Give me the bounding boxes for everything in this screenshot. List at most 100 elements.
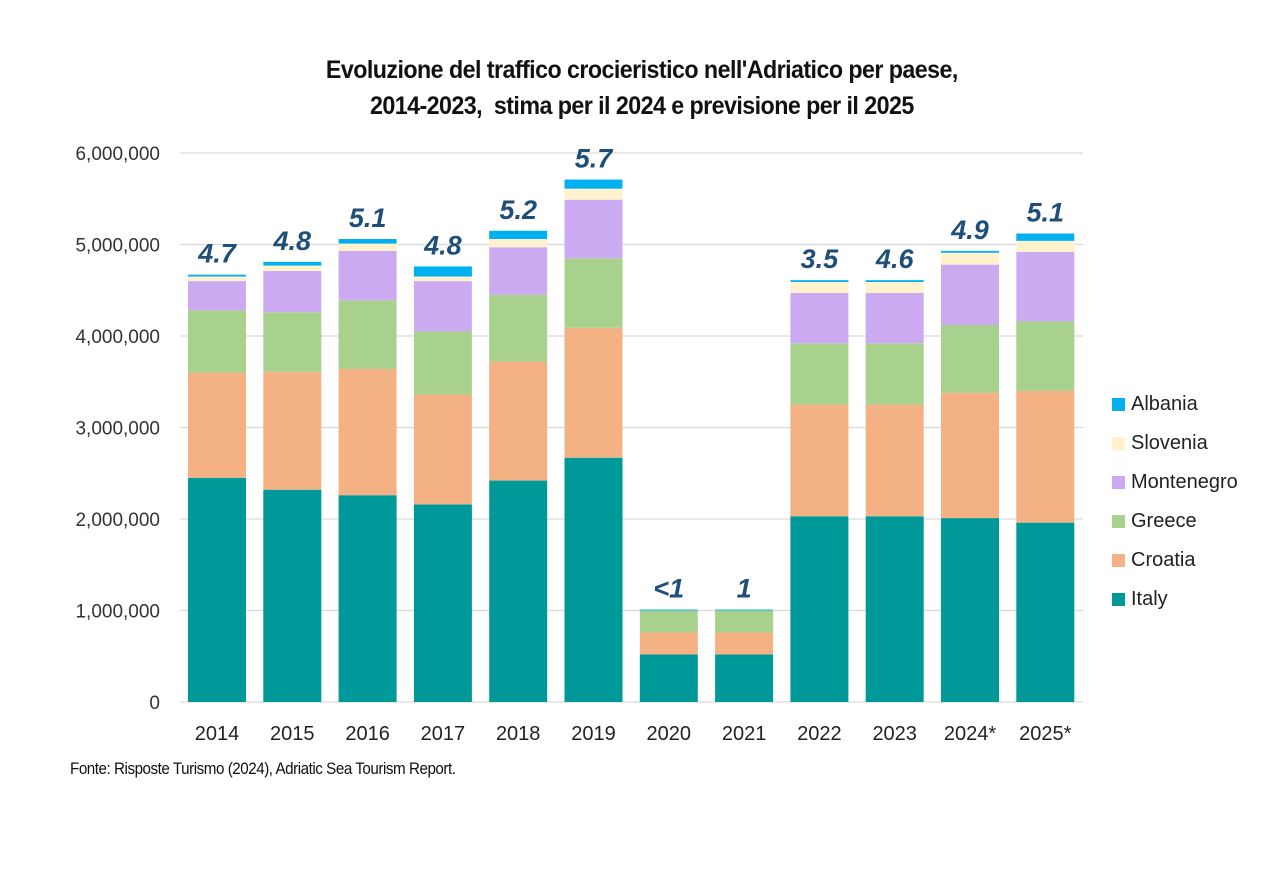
bar-stack-2019: [564, 179, 623, 702]
bar-segment-greece: [188, 310, 246, 373]
bar-segment-albania: [1016, 233, 1075, 241]
y-tick-label: 4,000,000: [75, 327, 160, 348]
bar-stack-2016: [338, 239, 397, 702]
bar-segment-italy: [865, 516, 924, 702]
x-tick-label: 2014: [195, 723, 240, 745]
bar-segment-croatia: [639, 632, 698, 655]
bar-segment-greece: [715, 610, 774, 633]
x-tick-label: 2021: [722, 723, 767, 745]
bar-segment-montenegro: [413, 281, 472, 332]
x-tick-label: 2022: [797, 723, 842, 745]
bar-stack-2024: [941, 250, 999, 702]
legend-label: Slovenia: [1131, 432, 1208, 454]
bar-segment-italy: [263, 489, 322, 702]
total-label: 4.8: [423, 230, 462, 260]
bar-stack-2021: [715, 609, 774, 702]
bar-stack-2017: [413, 266, 472, 702]
bar-segment-montenegro: [1016, 251, 1075, 322]
legend-item-greece: Greece: [1112, 502, 1238, 541]
bar-segment-slovenia: [564, 188, 623, 200]
bar-segment-slovenia: [338, 243, 397, 251]
total-label: 4.8: [273, 226, 312, 256]
chart-title: Evoluzione del traffico crocieristico ne…: [45, 52, 1239, 124]
bar-segment-albania: [263, 261, 322, 266]
legend-label: Albania: [1131, 393, 1198, 415]
bar-segment-italy: [1016, 522, 1075, 702]
bar-segment-italy: [715, 654, 774, 702]
x-tick-label: 2023: [872, 723, 917, 745]
bar-segment-albania: [413, 266, 472, 277]
total-label: 5.2: [499, 195, 537, 225]
bar-segment-greece: [489, 294, 548, 362]
bar-segment-montenegro: [188, 281, 246, 311]
bar-segment-croatia: [715, 632, 774, 655]
bar-segment-italy: [188, 477, 246, 702]
total-label: 4.6: [875, 244, 915, 274]
bar-segment-croatia: [790, 404, 849, 517]
legend-swatch: [1112, 398, 1125, 411]
x-tick-label: 2025*: [1019, 723, 1071, 745]
legend-swatch: [1112, 515, 1125, 528]
total-label: 1: [737, 574, 752, 604]
legend-item-croatia: Croatia: [1112, 541, 1238, 580]
x-tick-label: 2015: [270, 723, 315, 745]
bar-segment-montenegro: [263, 271, 322, 313]
bar-stack-2023: [865, 280, 924, 702]
x-tick-label: 2018: [496, 723, 541, 745]
bar-segment-greece: [865, 343, 924, 405]
legend: Albania Slovenia Montenegro Greece Croatia It…: [1112, 385, 1238, 619]
y-tick-label: 5,000,000: [75, 236, 160, 257]
bar-segment-greece: [263, 312, 322, 372]
bar-segment-italy: [941, 518, 999, 702]
y-tick-label: 2,000,000: [75, 510, 160, 531]
bar-segment-slovenia: [489, 239, 548, 248]
bar-segment-croatia: [413, 394, 472, 505]
bar-segment-greece: [790, 343, 849, 405]
source-note: Fonte: Risposte Turismo (2024), Adriatic…: [70, 760, 456, 778]
total-label: 5.1: [1027, 198, 1065, 228]
bar-segment-slovenia: [1016, 240, 1075, 252]
bar-segment-albania: [564, 179, 623, 189]
legend-item-montenegro: Montenegro: [1112, 463, 1238, 502]
gridlines: [180, 152, 1083, 703]
bar-stack-2020: [639, 609, 698, 702]
bar-segment-albania: [639, 609, 698, 611]
legend-swatch: [1112, 593, 1125, 606]
y-tick-label: 0: [149, 693, 160, 714]
bar-segment-italy: [489, 480, 548, 702]
bar-segment-slovenia: [865, 282, 924, 293]
bar-segment-italy: [639, 654, 698, 702]
chart-title-line-2: 2014-2023, stima per il 2024 e prevision…: [369, 92, 914, 120]
legend-swatch: [1112, 437, 1125, 450]
bar-segment-albania: [715, 609, 774, 611]
total-labels: 4.7 4.8 5.1 4.8 5.2 5.7 <1 1 3.5 4.6 4.9 5.1: [197, 144, 1064, 604]
bar-segment-slovenia: [790, 282, 849, 293]
x-tick-label: 2017: [421, 723, 466, 745]
bar-segment-albania: [489, 230, 548, 240]
bar-segment-croatia: [188, 372, 246, 478]
bar-segment-italy: [413, 504, 472, 702]
bar-segment-croatia: [564, 327, 623, 458]
total-label: 4.7: [197, 239, 238, 269]
bar-segment-slovenia: [413, 276, 472, 282]
legend-item-italy: Italy: [1112, 580, 1238, 619]
legend-label: Greece: [1131, 510, 1197, 532]
bar-segment-albania: [188, 274, 246, 277]
bars: [188, 179, 1075, 702]
bar-segment-montenegro: [865, 292, 924, 344]
bar-segment-croatia: [489, 361, 548, 481]
bar-segment-greece: [413, 331, 472, 395]
y-tick-label: 6,000,000: [75, 144, 160, 165]
bar-stack-2025: [1016, 233, 1075, 702]
total-label: 3.5: [801, 244, 840, 274]
legend-swatch: [1112, 476, 1125, 489]
bar-segment-greece: [639, 610, 698, 633]
bar-segment-croatia: [338, 368, 397, 496]
y-axis-tick-labels: 0 1,000,000 2,000,000 3,000,000 4,000,000 5,0…: [75, 144, 160, 714]
bar-segment-slovenia: [263, 265, 322, 272]
total-label: <1: [653, 574, 684, 604]
bar-segment-greece: [941, 325, 999, 393]
bar-segment-albania: [865, 280, 924, 283]
bar-segment-montenegro: [489, 247, 548, 295]
bar-stack-2014: [188, 274, 246, 702]
